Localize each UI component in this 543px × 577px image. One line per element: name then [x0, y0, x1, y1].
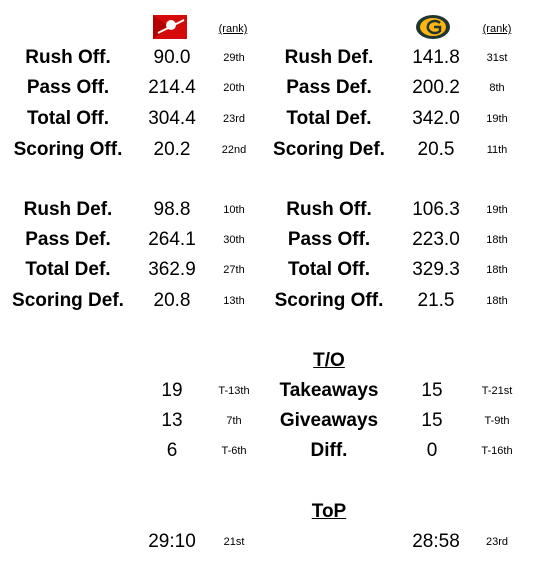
- rank: 19th: [486, 113, 508, 125]
- stat-value: 20.5: [417, 139, 455, 160]
- rank: T-6th: [221, 445, 247, 457]
- stat-value: 29:10: [148, 531, 196, 552]
- stat-value: 223.0: [412, 229, 460, 250]
- rank: 31st: [486, 52, 508, 64]
- stat-label: Rush Def.: [23, 199, 113, 220]
- stat-label: Total Def.: [286, 108, 372, 129]
- stat-value: 329.3: [412, 259, 460, 280]
- stat-value: 304.4: [148, 108, 196, 129]
- stat-value: 264.1: [148, 229, 196, 250]
- stat-label: Pass Def.: [25, 229, 111, 250]
- stat-value: 21.5: [417, 290, 455, 311]
- rank: 18th: [486, 264, 508, 276]
- stat-value: 98.8: [153, 199, 191, 220]
- rank: 29th: [223, 52, 245, 64]
- rank: 11th: [486, 144, 508, 156]
- rank: 18th: [486, 234, 508, 246]
- section-title: T/O: [313, 350, 345, 371]
- stat-label: Giveaways: [279, 410, 379, 431]
- stat-label: Total Off.: [27, 108, 109, 129]
- stat-value: 13: [161, 410, 183, 431]
- stat-value: 200.2: [412, 77, 460, 98]
- rank: 13th: [223, 295, 245, 307]
- stat-value: 20.8: [153, 290, 191, 311]
- stat-label: Total Off.: [288, 259, 370, 280]
- rank: 27th: [223, 264, 245, 276]
- stat-label: Rush Off.: [25, 47, 111, 68]
- rank-header: (rank): [218, 23, 248, 35]
- rank: 8th: [489, 82, 505, 94]
- stat-value: 342.0: [412, 108, 460, 129]
- rank: T-13th: [218, 385, 250, 397]
- rank-header: (rank): [482, 23, 512, 35]
- rank: 7th: [226, 415, 242, 427]
- stat-label: Diff.: [310, 440, 348, 461]
- stat-value: 28:58: [412, 531, 460, 552]
- stat-label: Pass Off.: [26, 77, 110, 98]
- stat-label: Scoring Def.: [273, 139, 385, 160]
- rank: 19th: [486, 204, 508, 216]
- stat-value: 90.0: [153, 47, 191, 68]
- rank: 21st: [223, 536, 245, 548]
- stat-value: 141.8: [412, 47, 460, 68]
- rank: 20th: [223, 82, 245, 94]
- rank: 23rd: [222, 113, 246, 125]
- stat-value: 19: [161, 380, 183, 401]
- stat-value: 362.9: [148, 259, 196, 280]
- packers-logo: [416, 15, 450, 39]
- rank: 10th: [223, 204, 245, 216]
- stat-value: 20.2: [153, 139, 191, 160]
- rank: T-21st: [481, 385, 513, 397]
- stat-label: Rush Def.: [284, 47, 374, 68]
- stat-label: Total Def.: [25, 259, 111, 280]
- buccaneers-logo: [153, 15, 187, 39]
- stat-label: Scoring Def.: [12, 290, 124, 311]
- rank: T-16th: [481, 445, 513, 457]
- rank: T-9th: [484, 415, 510, 427]
- rank: 23rd: [485, 536, 509, 548]
- stat-label: Scoring Off.: [274, 290, 384, 311]
- stat-value: 0: [426, 440, 438, 461]
- stat-label: Rush Off.: [286, 199, 372, 220]
- stat-label: Pass Off.: [287, 229, 371, 250]
- stat-label: Takeaways: [279, 380, 379, 401]
- rank: 30th: [223, 234, 245, 246]
- rank: 22nd: [221, 144, 247, 156]
- stat-value: 214.4: [148, 77, 196, 98]
- stat-label: Scoring Off.: [13, 139, 123, 160]
- stat-value: 106.3: [412, 199, 460, 220]
- stat-value: 6: [166, 440, 178, 461]
- stat-value: 15: [421, 380, 443, 401]
- rank: 18th: [486, 295, 508, 307]
- section-title: ToP: [311, 501, 347, 522]
- stat-value: 15: [421, 410, 443, 431]
- stat-label: Pass Def.: [286, 77, 372, 98]
